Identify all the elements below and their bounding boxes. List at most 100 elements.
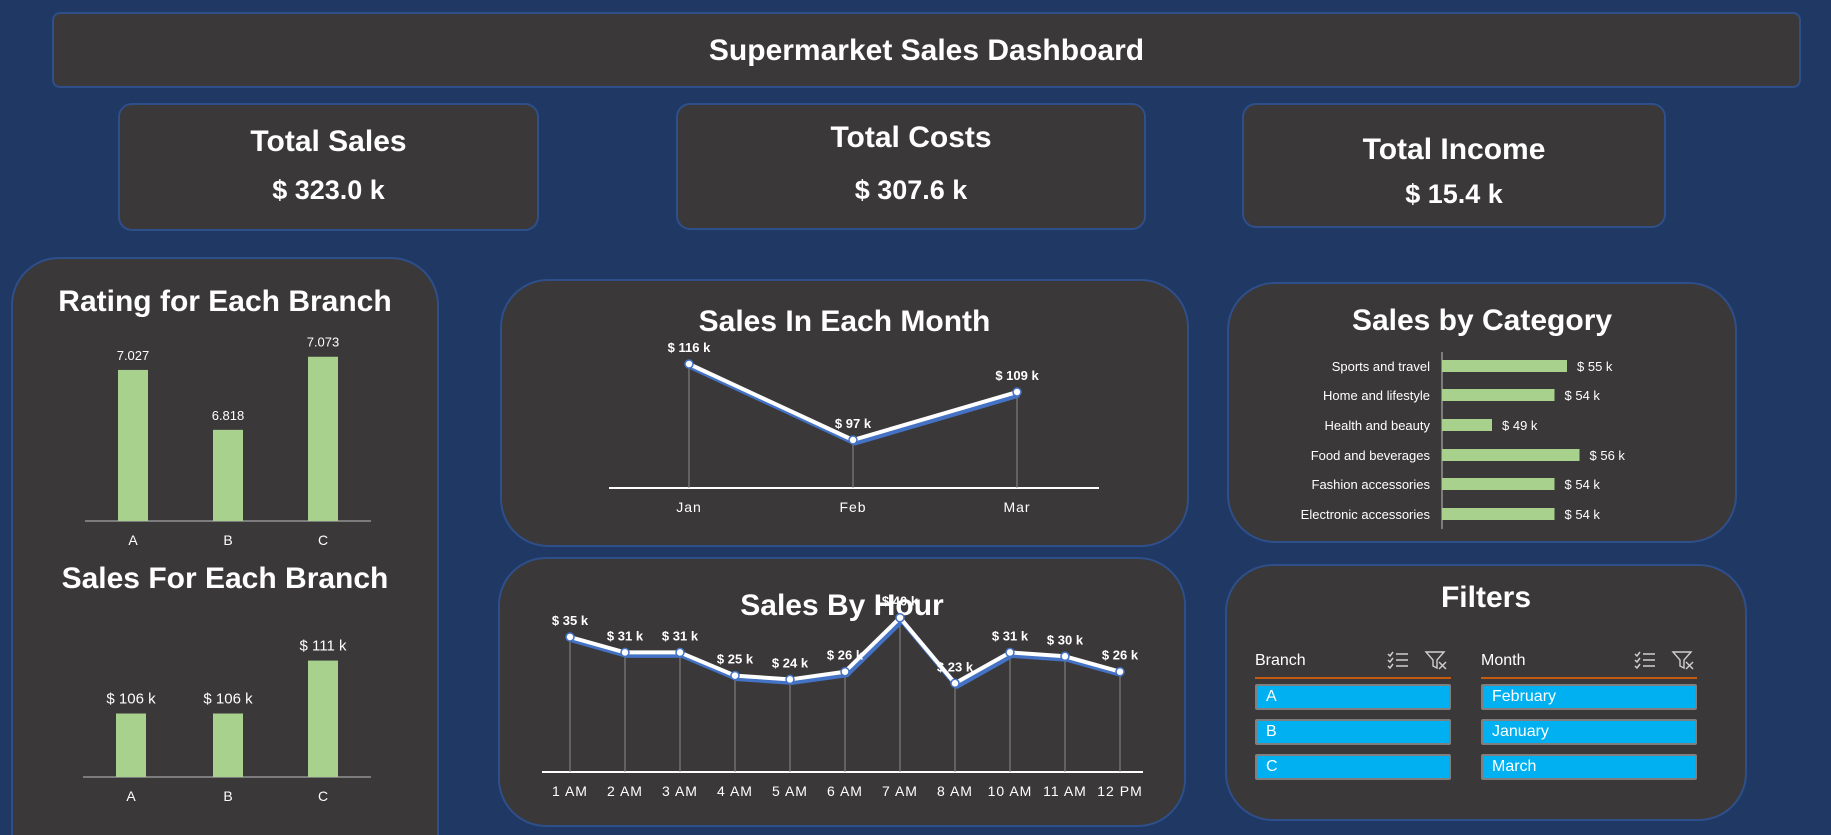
- data-point: [848, 435, 858, 445]
- bar: [1442, 508, 1555, 520]
- category-chart-title: Sales by Category: [1351, 304, 1613, 337]
- tick-label: 8 AM: [937, 783, 973, 799]
- data-label: $ 109 k: [995, 368, 1039, 383]
- tick-label: 12 PM: [1097, 783, 1142, 799]
- bar: [308, 660, 338, 777]
- data-label: $ 97 k: [835, 416, 872, 431]
- tick-label: A: [126, 788, 136, 804]
- kpi-label: Total Costs: [830, 121, 992, 154]
- kpi-value: $ 307.6 k: [854, 175, 968, 205]
- filters-panel: Filters Branch A B C Month February Janu…: [1225, 564, 1747, 821]
- month-option-february[interactable]: February: [1481, 684, 1697, 710]
- tick-label: 5 AM: [772, 783, 808, 799]
- tick-label: 3 AM: [662, 783, 698, 799]
- month-option-march[interactable]: March: [1481, 754, 1697, 780]
- data-point: [684, 359, 694, 369]
- bar: [1442, 449, 1580, 461]
- kpi-label: Total Sales: [250, 125, 407, 158]
- tick-label: 4 AM: [717, 783, 753, 799]
- data-label: $ 111 k: [300, 638, 347, 655]
- clear-filter-icon[interactable]: [1424, 649, 1448, 671]
- data-point: [730, 670, 740, 681]
- tick-label: Health and beauty: [1324, 418, 1430, 433]
- tick-label: Home and lifestyle: [1323, 388, 1430, 403]
- branch-panel: Rating for Each Branch 7.027 A 6.818 B 7.073…: [11, 257, 439, 835]
- data-point: [675, 647, 685, 658]
- data-label: $ 116 k: [668, 340, 711, 355]
- hourly-chart-title: Sales By Hour: [740, 589, 944, 622]
- data-label: $ 31 k: [992, 628, 1029, 643]
- data-label: $ 26 k: [1102, 648, 1139, 663]
- kpi-value: $ 323.0 k: [272, 175, 385, 205]
- rating-chart-title: Rating for Each Branch: [58, 285, 392, 318]
- tick-label: C: [318, 532, 328, 548]
- tick-label: Fashion accessories: [1312, 477, 1431, 492]
- data-label: $ 106 k: [203, 691, 253, 708]
- month-option-january[interactable]: January: [1481, 719, 1697, 745]
- kpi-total-costs: Total Costs $ 307.6 k: [676, 103, 1146, 230]
- tick-label: 11 AM: [1043, 783, 1087, 799]
- data-point: [950, 678, 960, 689]
- data-point: [1005, 647, 1015, 658]
- data-label: $ 31 k: [607, 628, 644, 643]
- data-point: [1115, 666, 1125, 677]
- hourly-sales-line-chart: $ 35 k 1 AM $ 31 k 2 AM $ 31 k 3 AM $ 25 k 4 AM…: [542, 594, 1143, 799]
- bar: [116, 713, 146, 777]
- category-sales-panel: Sales by Category Sports and travel $ 55 …: [1227, 282, 1737, 543]
- dashboard-title-bar: Supermarket Sales Dashboard: [52, 12, 1801, 88]
- data-label: $ 24 k: [772, 655, 809, 670]
- dashboard-title: Supermarket Sales Dashboard: [708, 34, 1145, 67]
- bar: [118, 369, 148, 521]
- branch-option-b[interactable]: B: [1255, 719, 1451, 745]
- clear-filter-icon[interactable]: [1671, 649, 1695, 671]
- data-label: 6.818: [212, 408, 245, 423]
- data-label: $ 54 k: [1565, 477, 1601, 492]
- data-point: [785, 674, 795, 685]
- tick-label: Electronic accessories: [1301, 507, 1431, 522]
- kpi-total-sales: Total Sales $ 323.0 k: [118, 103, 539, 231]
- tick-label: Feb: [839, 499, 866, 515]
- data-label: 7.073: [307, 335, 340, 350]
- tick-label: Mar: [1003, 499, 1030, 515]
- data-point: [1060, 651, 1070, 662]
- data-label: 7.027: [117, 348, 150, 363]
- branch-option-a[interactable]: A: [1255, 684, 1451, 710]
- data-label: $ 106 k: [106, 691, 156, 708]
- branch-filter-label: Branch: [1255, 652, 1306, 669]
- multi-select-icon[interactable]: [1633, 649, 1657, 671]
- data-label: $ 55 k: [1577, 359, 1613, 374]
- month-filter-label: Month: [1481, 652, 1526, 669]
- tick-label: 7 AM: [882, 783, 918, 799]
- data-label: $ 40 k: [882, 594, 919, 609]
- filters-title: Filters: [1440, 581, 1532, 614]
- data-label: $ 49 k: [1502, 418, 1538, 433]
- kpi-label: Total Income: [1362, 133, 1546, 166]
- tick-label: B: [223, 532, 232, 548]
- bar: [1442, 389, 1555, 401]
- rating-bar-chart: 7.027 A 6.818 B 7.073 C: [85, 335, 371, 548]
- bar: [1442, 419, 1492, 431]
- data-label: $ 25 k: [717, 652, 754, 667]
- data-point: [1012, 387, 1022, 397]
- tick-label: B: [223, 788, 232, 804]
- data-label: $ 23 k: [937, 659, 974, 674]
- bar: [1442, 478, 1555, 490]
- tick-label: Food and beverages: [1311, 448, 1431, 463]
- bar: [213, 429, 243, 521]
- branch-sales-chart-title: Sales For Each Branch: [61, 562, 389, 595]
- monthly-chart-title: Sales In Each Month: [698, 305, 991, 338]
- data-label: $ 54 k: [1565, 388, 1601, 403]
- branch-filter-divider: [1255, 677, 1451, 679]
- multi-select-icon[interactable]: [1386, 649, 1410, 671]
- bar: [308, 356, 338, 521]
- branch-sales-bar-chart: $ 106 k A $ 106 k B $ 111 k C: [83, 638, 371, 804]
- data-point: [565, 632, 575, 642]
- tick-label: C: [318, 788, 328, 804]
- data-point: [620, 647, 630, 658]
- data-label: $ 54 k: [1565, 507, 1601, 522]
- category-bar-chart: Sports and travel $ 55 k Home and lifestyl…: [1301, 352, 1625, 529]
- branch-option-c[interactable]: C: [1255, 754, 1451, 780]
- data-point: [895, 612, 905, 623]
- data-label: $ 26 k: [827, 648, 864, 663]
- tick-label: Sports and travel: [1332, 359, 1430, 374]
